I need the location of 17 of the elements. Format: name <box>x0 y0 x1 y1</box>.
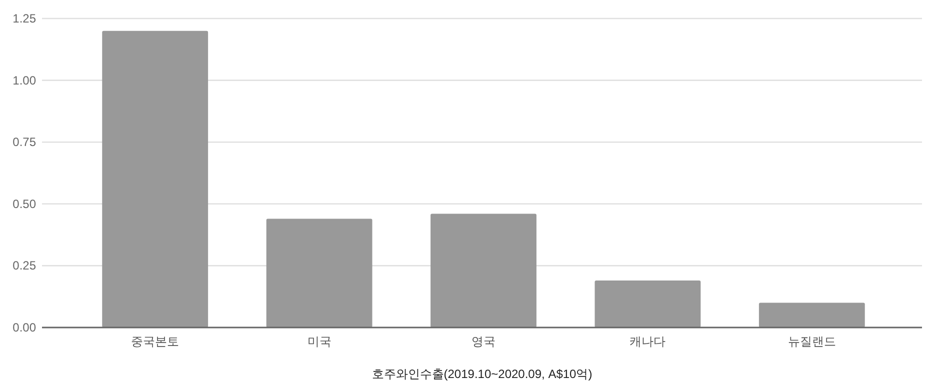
y-tick-label: 1.25 <box>12 12 36 26</box>
bar <box>102 30 208 328</box>
x-tick-label: 미국 <box>307 334 332 348</box>
y-tick-label: 0.50 <box>12 196 36 211</box>
y-tick-label: 0.75 <box>12 135 36 150</box>
x-tick-label: 캐나다 <box>630 334 666 348</box>
bar <box>430 214 536 328</box>
x-axis-title: 호주와인수출(2019.10~2020.09, A$10억) <box>372 367 592 381</box>
bar <box>758 302 865 328</box>
bar <box>266 218 372 328</box>
y-tick-label: 1.00 <box>12 73 36 88</box>
bar <box>594 280 701 328</box>
x-tick-label: 뉴질랜드 <box>788 334 836 348</box>
x-tick-label: 중국본토 <box>131 334 180 348</box>
y-tick-label: 0.00 <box>12 320 36 334</box>
y-tick-label: 0.25 <box>12 258 36 273</box>
x-tick-label: 영국 <box>472 334 496 348</box>
